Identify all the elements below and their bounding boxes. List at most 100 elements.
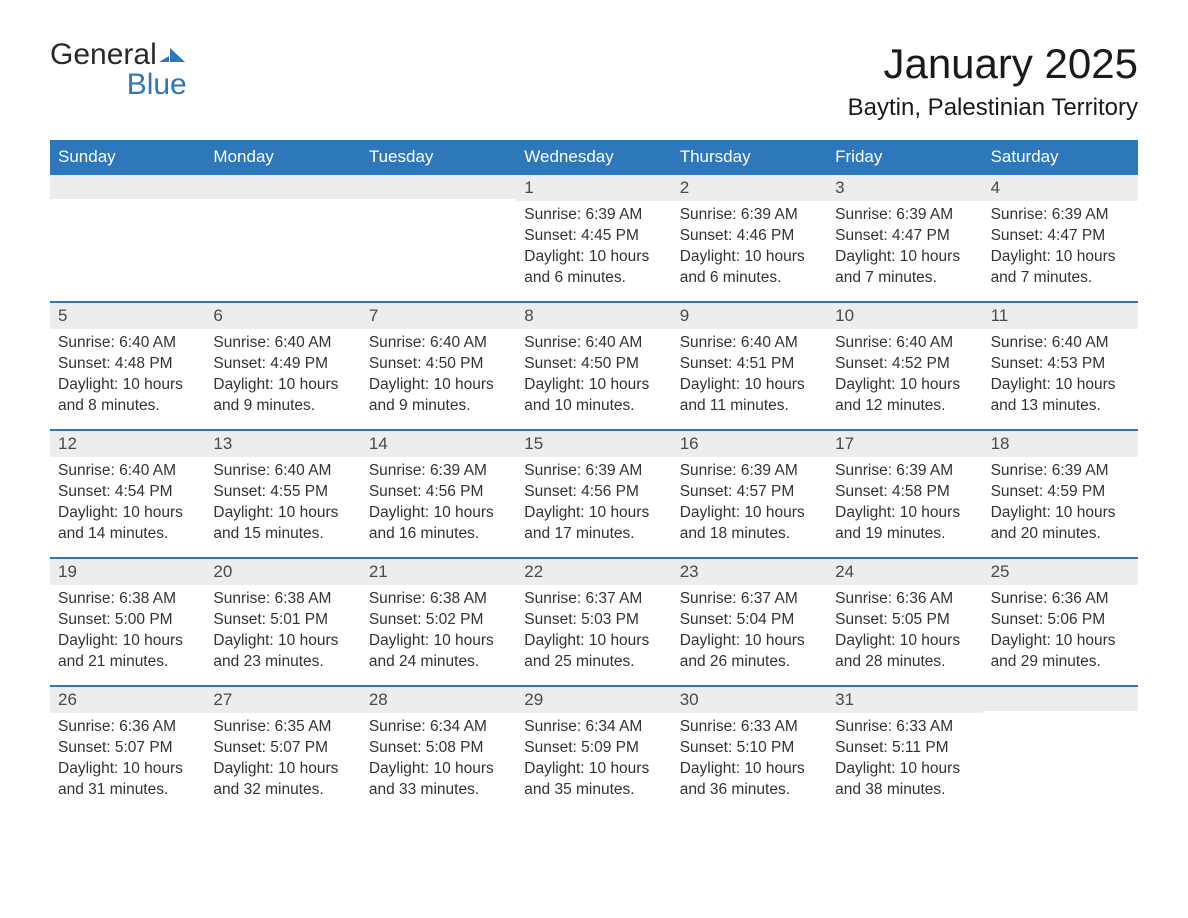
sunrise-text: Sunrise: 6:33 AM: [680, 717, 819, 738]
sunrise-text: Sunrise: 6:39 AM: [991, 461, 1130, 482]
dow-header: Sunday: [50, 141, 205, 173]
daylight-text: Daylight: 10 hours and 16 minutes.: [369, 503, 508, 545]
day-number: 11: [983, 303, 1138, 329]
sunrise-text: Sunrise: 6:40 AM: [213, 461, 352, 482]
daylight-text: Daylight: 10 hours and 11 minutes.: [680, 375, 819, 417]
sunset-text: Sunset: 4:47 PM: [835, 226, 974, 247]
sunrise-text: Sunrise: 6:40 AM: [835, 333, 974, 354]
day-cell: 10Sunrise: 6:40 AMSunset: 4:52 PMDayligh…: [827, 301, 982, 429]
dow-header: Thursday: [672, 141, 827, 173]
daylight-text: Daylight: 10 hours and 12 minutes.: [835, 375, 974, 417]
day-details: Sunrise: 6:37 AMSunset: 5:03 PMDaylight:…: [516, 585, 671, 683]
day-number: 29: [516, 687, 671, 713]
day-cell: 26Sunrise: 6:36 AMSunset: 5:07 PMDayligh…: [50, 685, 205, 813]
daylight-text: Daylight: 10 hours and 20 minutes.: [991, 503, 1130, 545]
sunrise-text: Sunrise: 6:38 AM: [58, 589, 197, 610]
day-cell: 9Sunrise: 6:40 AMSunset: 4:51 PMDaylight…: [672, 301, 827, 429]
sunrise-text: Sunrise: 6:37 AM: [680, 589, 819, 610]
daylight-text: Daylight: 10 hours and 29 minutes.: [991, 631, 1130, 673]
day-details: Sunrise: 6:40 AMSunset: 4:54 PMDaylight:…: [50, 457, 205, 555]
day-number: 3: [827, 175, 982, 201]
sunrise-text: Sunrise: 6:39 AM: [680, 461, 819, 482]
daylight-text: Daylight: 10 hours and 26 minutes.: [680, 631, 819, 673]
sunset-text: Sunset: 4:48 PM: [58, 354, 197, 375]
day-cell: 24Sunrise: 6:36 AMSunset: 5:05 PMDayligh…: [827, 557, 982, 685]
day-number: 21: [361, 559, 516, 585]
day-number: 2: [672, 175, 827, 201]
sunset-text: Sunset: 4:57 PM: [680, 482, 819, 503]
day-cell: 7Sunrise: 6:40 AMSunset: 4:50 PMDaylight…: [361, 301, 516, 429]
sunrise-text: Sunrise: 6:40 AM: [58, 461, 197, 482]
daylight-text: Daylight: 10 hours and 8 minutes.: [58, 375, 197, 417]
month-title: January 2025: [848, 40, 1138, 88]
daylight-text: Daylight: 10 hours and 25 minutes.: [524, 631, 663, 673]
sunrise-text: Sunrise: 6:34 AM: [369, 717, 508, 738]
day-cell: 6Sunrise: 6:40 AMSunset: 4:49 PMDaylight…: [205, 301, 360, 429]
sunrise-text: Sunrise: 6:40 AM: [524, 333, 663, 354]
sunset-text: Sunset: 4:47 PM: [991, 226, 1130, 247]
day-number: 12: [50, 431, 205, 457]
day-number: 22: [516, 559, 671, 585]
daylight-text: Daylight: 10 hours and 36 minutes.: [680, 759, 819, 801]
day-number: 19: [50, 559, 205, 585]
sunrise-text: Sunrise: 6:36 AM: [835, 589, 974, 610]
sunset-text: Sunset: 4:51 PM: [680, 354, 819, 375]
day-number: 7: [361, 303, 516, 329]
day-details: Sunrise: 6:33 AMSunset: 5:11 PMDaylight:…: [827, 713, 982, 811]
daylight-text: Daylight: 10 hours and 7 minutes.: [991, 247, 1130, 289]
sunrise-text: Sunrise: 6:39 AM: [680, 205, 819, 226]
day-number: 9: [672, 303, 827, 329]
day-cell: 23Sunrise: 6:37 AMSunset: 5:04 PMDayligh…: [672, 557, 827, 685]
sunset-text: Sunset: 5:09 PM: [524, 738, 663, 759]
sunset-text: Sunset: 5:07 PM: [213, 738, 352, 759]
day-details: Sunrise: 6:40 AMSunset: 4:49 PMDaylight:…: [205, 329, 360, 427]
header: General Blue January 2025 Baytin, Palest…: [50, 40, 1138, 132]
sunset-text: Sunset: 5:01 PM: [213, 610, 352, 631]
day-cell: 4Sunrise: 6:39 AMSunset: 4:47 PMDaylight…: [983, 173, 1138, 301]
day-details: Sunrise: 6:38 AMSunset: 5:00 PMDaylight:…: [50, 585, 205, 683]
sunset-text: Sunset: 4:52 PM: [835, 354, 974, 375]
sunset-text: Sunset: 5:10 PM: [680, 738, 819, 759]
title-block: January 2025 Baytin, Palestinian Territo…: [848, 40, 1138, 132]
sunrise-text: Sunrise: 6:39 AM: [524, 461, 663, 482]
day-cell: 11Sunrise: 6:40 AMSunset: 4:53 PMDayligh…: [983, 301, 1138, 429]
day-number: 13: [205, 431, 360, 457]
sunset-text: Sunset: 5:05 PM: [835, 610, 974, 631]
sunset-text: Sunset: 4:55 PM: [213, 482, 352, 503]
sunrise-text: Sunrise: 6:38 AM: [369, 589, 508, 610]
day-details: Sunrise: 6:39 AMSunset: 4:47 PMDaylight:…: [827, 201, 982, 299]
day-cell: 31Sunrise: 6:33 AMSunset: 5:11 PMDayligh…: [827, 685, 982, 813]
sunset-text: Sunset: 4:56 PM: [369, 482, 508, 503]
day-details: Sunrise: 6:33 AMSunset: 5:10 PMDaylight:…: [672, 713, 827, 811]
day-details: Sunrise: 6:39 AMSunset: 4:46 PMDaylight:…: [672, 201, 827, 299]
day-cell: 13Sunrise: 6:40 AMSunset: 4:55 PMDayligh…: [205, 429, 360, 557]
sunset-text: Sunset: 5:08 PM: [369, 738, 508, 759]
sunrise-text: Sunrise: 6:38 AM: [213, 589, 352, 610]
daylight-text: Daylight: 10 hours and 14 minutes.: [58, 503, 197, 545]
sunrise-text: Sunrise: 6:40 AM: [369, 333, 508, 354]
day-number: 5: [50, 303, 205, 329]
day-cell: 30Sunrise: 6:33 AMSunset: 5:10 PMDayligh…: [672, 685, 827, 813]
day-details: Sunrise: 6:39 AMSunset: 4:58 PMDaylight:…: [827, 457, 982, 555]
dow-header: Friday: [827, 141, 982, 173]
sunset-text: Sunset: 5:00 PM: [58, 610, 197, 631]
day-cell: 21Sunrise: 6:38 AMSunset: 5:02 PMDayligh…: [361, 557, 516, 685]
sunrise-text: Sunrise: 6:39 AM: [524, 205, 663, 226]
sunset-text: Sunset: 4:54 PM: [58, 482, 197, 503]
day-details: Sunrise: 6:36 AMSunset: 5:06 PMDaylight:…: [983, 585, 1138, 683]
sunset-text: Sunset: 4:46 PM: [680, 226, 819, 247]
sunset-text: Sunset: 4:59 PM: [991, 482, 1130, 503]
day-cell: 15Sunrise: 6:39 AMSunset: 4:56 PMDayligh…: [516, 429, 671, 557]
day-cell: [205, 173, 360, 301]
daylight-text: Daylight: 10 hours and 28 minutes.: [835, 631, 974, 673]
day-cell: [983, 685, 1138, 813]
sunset-text: Sunset: 5:04 PM: [680, 610, 819, 631]
day-cell: 22Sunrise: 6:37 AMSunset: 5:03 PMDayligh…: [516, 557, 671, 685]
day-details: Sunrise: 6:40 AMSunset: 4:51 PMDaylight:…: [672, 329, 827, 427]
daylight-text: Daylight: 10 hours and 6 minutes.: [524, 247, 663, 289]
day-details: Sunrise: 6:40 AMSunset: 4:53 PMDaylight:…: [983, 329, 1138, 427]
daylight-text: Daylight: 10 hours and 17 minutes.: [524, 503, 663, 545]
flag-icon: [159, 44, 187, 64]
daylight-text: Daylight: 10 hours and 35 minutes.: [524, 759, 663, 801]
sunset-text: Sunset: 5:07 PM: [58, 738, 197, 759]
